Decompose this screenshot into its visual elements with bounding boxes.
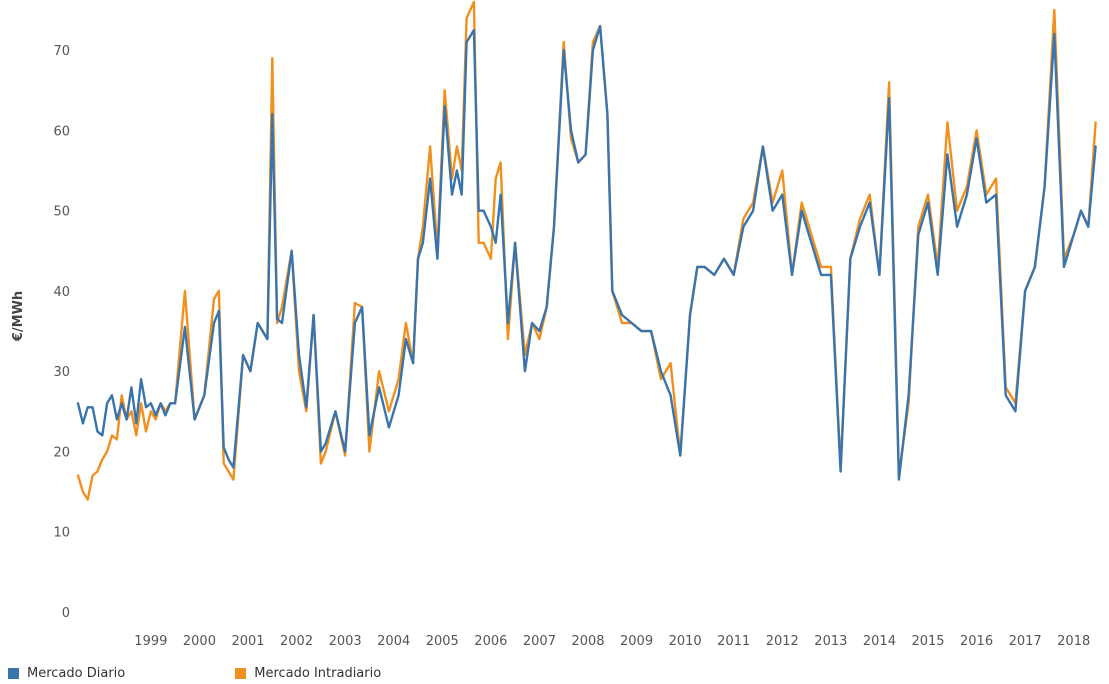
x-axis-ticks: 1999 2000 2001 2002 2003 2004 2005 2006 2007 2008… bbox=[134, 634, 1090, 649]
x-tick-label: 2014 bbox=[863, 634, 896, 649]
x-tick-label: 2004 bbox=[377, 634, 410, 649]
x-tick-label: 2012 bbox=[766, 634, 799, 649]
x-tick-label: 2016 bbox=[960, 634, 993, 649]
legend: Mercado Diario Mercado Intradiario bbox=[8, 666, 381, 681]
legend-swatch-mercado-diario bbox=[8, 668, 19, 679]
line-chart: 0 10 20 30 40 50 60 70 1999 2000 2001 2002 2003 2004… bbox=[11, 0, 1097, 649]
y-tick-label: 20 bbox=[53, 445, 70, 460]
x-tick-label: 2017 bbox=[1009, 634, 1042, 649]
x-tick-label: 2003 bbox=[329, 634, 362, 649]
y-tick-label: 0 bbox=[62, 606, 70, 621]
x-tick-label: 2010 bbox=[669, 634, 702, 649]
series-line-mercado-diario bbox=[76, 24, 1097, 481]
y-axis-ticks: 0 10 20 30 40 50 60 70 bbox=[53, 44, 70, 621]
y-tick-label: 70 bbox=[53, 44, 70, 59]
legend-label-mercado-diario: Mercado Diario bbox=[27, 666, 126, 681]
legend-item-mercado-intradiario: Mercado Intradiario bbox=[235, 666, 381, 681]
x-tick-label: 2008 bbox=[571, 634, 604, 649]
legend-label-mercado-intradiario: Mercado Intradiario bbox=[254, 666, 382, 681]
x-tick-label: 1999 bbox=[134, 634, 167, 649]
x-tick-label: 2006 bbox=[474, 634, 507, 649]
y-tick-label: 30 bbox=[53, 365, 70, 380]
y-tick-label: 60 bbox=[53, 124, 70, 139]
x-tick-label: 2007 bbox=[523, 634, 556, 649]
x-tick-label: 2011 bbox=[717, 634, 750, 649]
series-layer bbox=[76, 0, 1097, 501]
y-axis-label: €/MWh bbox=[11, 291, 26, 342]
legend-swatch-mercado-intradiario bbox=[235, 668, 247, 679]
legend-item-mercado-diario: Mercado Diario bbox=[8, 666, 125, 681]
y-tick-label: 50 bbox=[53, 205, 70, 220]
x-tick-label: 2000 bbox=[183, 634, 216, 649]
y-tick-label: 10 bbox=[53, 526, 70, 541]
x-tick-label: 2009 bbox=[620, 634, 653, 649]
x-tick-label: 2005 bbox=[426, 634, 459, 649]
x-tick-label: 2002 bbox=[280, 634, 313, 649]
x-tick-label: 2015 bbox=[911, 634, 944, 649]
x-tick-label: 2018 bbox=[1057, 634, 1090, 649]
series-line-mercado-intradiario bbox=[76, 0, 1097, 501]
x-tick-label: 2001 bbox=[231, 634, 264, 649]
y-tick-label: 40 bbox=[53, 285, 70, 300]
x-tick-label: 2013 bbox=[814, 634, 847, 649]
